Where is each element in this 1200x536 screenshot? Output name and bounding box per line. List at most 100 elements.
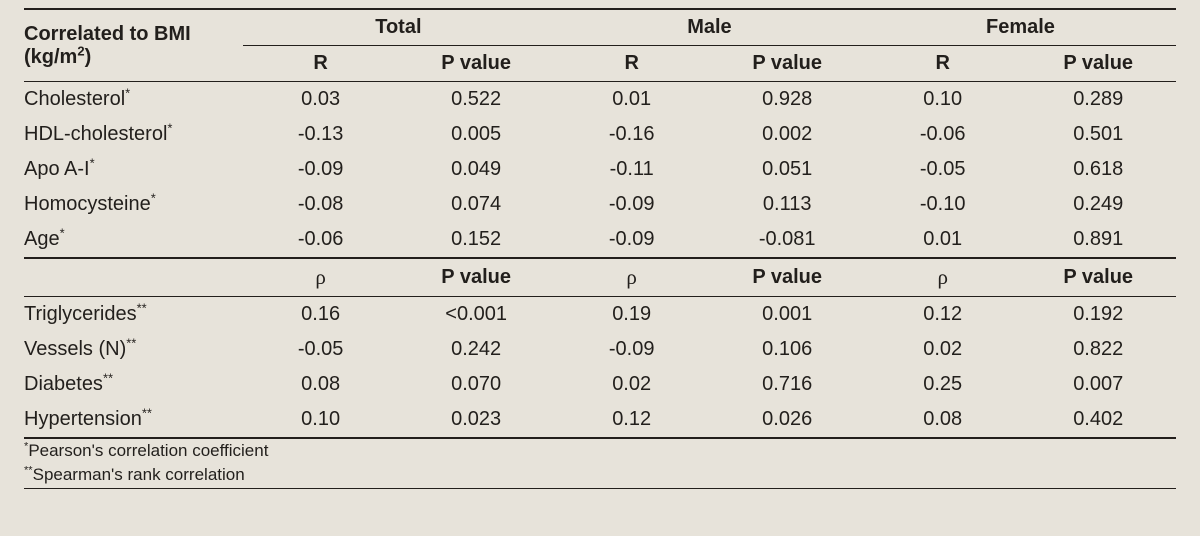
table-row: Vessels (N)**-0.050.242-0.090.1060.020.8… — [24, 332, 1176, 367]
row-label: Vessels (N)** — [24, 332, 243, 367]
row-label: Age* — [24, 222, 243, 258]
cell-m_r: -0.16 — [554, 117, 710, 152]
cell-f_r: 0.01 — [865, 222, 1021, 258]
footnote-2-star: ** — [24, 465, 33, 477]
sub-female-r: R — [865, 46, 1021, 82]
group-total: Total — [243, 9, 554, 46]
cell-f_r: 0.02 — [865, 332, 1021, 367]
row-label: Hypertension** — [24, 402, 243, 438]
cell-m_p: 0.106 — [709, 332, 865, 367]
footnote-2: **Spearman's rank correlation — [24, 463, 1176, 488]
row-label: Cholesterol* — [24, 82, 243, 118]
row-label: HDL-cholesterol* — [24, 117, 243, 152]
row-label: Apo A-I* — [24, 152, 243, 187]
cell-f_p: 0.891 — [1020, 222, 1176, 258]
cell-m_r: -0.09 — [554, 187, 710, 222]
cell-m_p: 0.026 — [709, 402, 865, 438]
sub-female-p: P value — [1020, 46, 1176, 82]
mid-male-p: P value — [709, 258, 865, 297]
row-label-star: ** — [137, 300, 147, 315]
cell-m_r: 0.02 — [554, 367, 710, 402]
cell-f_r: 0.25 — [865, 367, 1021, 402]
cell-f_r: -0.10 — [865, 187, 1021, 222]
cell-t_p: 0.152 — [398, 222, 554, 258]
cell-t_r: -0.05 — [243, 332, 399, 367]
cell-t_r: 0.03 — [243, 82, 399, 118]
cell-f_r: -0.06 — [865, 117, 1021, 152]
bmi-correlation-table: Correlated to BMI (kg/m2) Total Male Fem… — [24, 8, 1176, 489]
sub-total-r: R — [243, 46, 399, 82]
table-row: Apo A-I*-0.090.049-0.110.051-0.050.618 — [24, 152, 1176, 187]
row-label-text: Diabetes — [24, 373, 103, 395]
row-label: Diabetes** — [24, 367, 243, 402]
table-row: Age*-0.060.152-0.09-0.0810.010.891 — [24, 222, 1176, 258]
row-label: Homocysteine* — [24, 187, 243, 222]
cell-m_p: 0.051 — [709, 152, 865, 187]
cell-t_p: 0.074 — [398, 187, 554, 222]
group-female: Female — [865, 9, 1176, 46]
cell-f_r: 0.12 — [865, 297, 1021, 333]
table-row: Triglycerides**0.16<0.0010.190.0010.120.… — [24, 297, 1176, 333]
cell-f_p: 0.007 — [1020, 367, 1176, 402]
row-label-text: Vessels (N) — [24, 338, 126, 360]
cell-t_p: 0.023 — [398, 402, 554, 438]
cell-t_r: -0.13 — [243, 117, 399, 152]
sub-total-p: P value — [398, 46, 554, 82]
cell-t_r: -0.09 — [243, 152, 399, 187]
header-title-sup: 2 — [77, 43, 84, 58]
mid-header-blank — [24, 258, 243, 297]
cell-f_r: -0.05 — [865, 152, 1021, 187]
row-label-text: Triglycerides — [24, 303, 137, 325]
mid-total-rho: ρ — [243, 258, 399, 297]
table-row: HDL-cholesterol*-0.130.005-0.160.002-0.0… — [24, 117, 1176, 152]
footnote-2-text: Spearman's rank correlation — [33, 465, 245, 484]
mid-male-rho: ρ — [554, 258, 710, 297]
table-row: Diabetes**0.080.0700.020.7160.250.007 — [24, 367, 1176, 402]
cell-f_p: 0.501 — [1020, 117, 1176, 152]
row-label-text: Hypertension — [24, 408, 142, 430]
cell-m_p: 0.716 — [709, 367, 865, 402]
group-male: Male — [554, 9, 865, 46]
header-title-line2a: (kg/m — [24, 46, 77, 68]
cell-m_p: 0.001 — [709, 297, 865, 333]
cell-t_p: 0.242 — [398, 332, 554, 367]
row-label-star: * — [90, 155, 95, 170]
sub-male-p: P value — [709, 46, 865, 82]
table-row: Homocysteine*-0.080.074-0.090.113-0.100.… — [24, 187, 1176, 222]
cell-f_p: 0.822 — [1020, 332, 1176, 367]
row-label-text: Homocysteine — [24, 193, 151, 215]
cell-m_p: 0.928 — [709, 82, 865, 118]
footnote-1-text: Pearson's correlation coefficient — [28, 441, 268, 460]
row-label: Triglycerides** — [24, 297, 243, 333]
row-label-star: ** — [103, 370, 113, 385]
cell-m_p: -0.081 — [709, 222, 865, 258]
cell-t_r: 0.08 — [243, 367, 399, 402]
row-label-star: * — [125, 85, 130, 100]
cell-m_p: 0.002 — [709, 117, 865, 152]
mid-female-rho: ρ — [865, 258, 1021, 297]
header-title-line1: Correlated to BMI — [24, 23, 191, 45]
cell-m_r: 0.12 — [554, 402, 710, 438]
row-label-text: HDL-cholesterol — [24, 123, 167, 145]
cell-t_r: 0.16 — [243, 297, 399, 333]
mid-female-p: P value — [1020, 258, 1176, 297]
cell-f_p: 0.192 — [1020, 297, 1176, 333]
row-label-star: * — [60, 225, 65, 240]
cell-f_p: 0.402 — [1020, 402, 1176, 438]
cell-m_r: -0.11 — [554, 152, 710, 187]
cell-t_p: <0.001 — [398, 297, 554, 333]
row-label-star: * — [151, 190, 156, 205]
table-row: Hypertension**0.100.0230.120.0260.080.40… — [24, 402, 1176, 438]
cell-f_p: 0.618 — [1020, 152, 1176, 187]
cell-f_r: 0.08 — [865, 402, 1021, 438]
header-title-line2b: ) — [85, 46, 92, 68]
footnote-1: *Pearson's correlation coefficient — [24, 438, 1176, 463]
sub-male-r: R — [554, 46, 710, 82]
cell-f_p: 0.249 — [1020, 187, 1176, 222]
cell-t_p: 0.522 — [398, 82, 554, 118]
row-label-star: ** — [142, 405, 152, 420]
cell-m_r: 0.01 — [554, 82, 710, 118]
cell-t_p: 0.005 — [398, 117, 554, 152]
header-title: Correlated to BMI (kg/m2) — [24, 9, 243, 82]
cell-t_p: 0.049 — [398, 152, 554, 187]
